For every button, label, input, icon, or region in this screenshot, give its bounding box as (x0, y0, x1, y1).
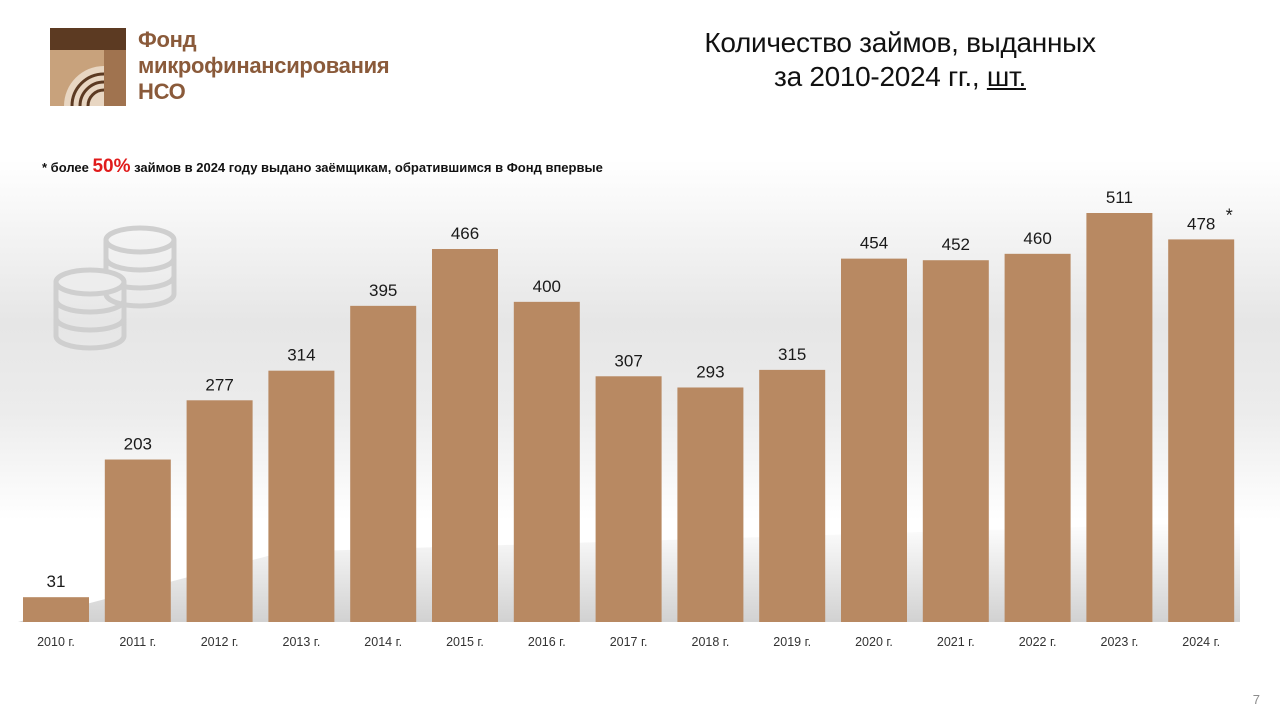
data-label-6: 400 (533, 277, 561, 296)
bar-7 (595, 376, 662, 622)
page-number: 7 (1252, 692, 1260, 707)
organization-name: Фонд микрофинансирования НСО (138, 27, 390, 105)
bar-1 (104, 459, 171, 622)
data-label-3: 314 (287, 346, 315, 365)
x-tick-label-1: 2011 г. (119, 635, 156, 649)
bar-10 (841, 258, 907, 622)
data-label-14: 478 (1187, 214, 1215, 233)
annotation-asterisk-0: * (1226, 205, 1233, 225)
x-tick-label-11: 2021 г. (937, 635, 975, 649)
footnote-highlight: 50% (92, 156, 131, 177)
data-label-10: 454 (860, 234, 888, 253)
bar-8 (677, 387, 744, 622)
x-tick-label-0: 2010 г. (37, 635, 75, 649)
data-label-2: 277 (205, 375, 233, 394)
bar-13 (1086, 213, 1153, 622)
data-label-1: 203 (124, 435, 152, 454)
bar-14 (1168, 239, 1235, 623)
x-tick-label-14: 2024 г. (1182, 635, 1220, 649)
data-label-11: 452 (942, 235, 970, 254)
x-tick-label-3: 2013 г. (283, 635, 321, 649)
x-tick-label-5: 2015 г. (446, 635, 484, 649)
x-tick-label-9: 2019 г. (773, 635, 811, 649)
footnote-prefix: * более (42, 160, 93, 175)
fund-logo-icon (50, 28, 126, 106)
data-label-13: 511 (1106, 188, 1133, 207)
bar-11 (922, 260, 989, 622)
bar-5 (432, 249, 498, 622)
x-tick-label-4: 2014 г. (364, 635, 402, 649)
data-label-4: 395 (369, 281, 397, 300)
data-label-9: 315 (778, 345, 806, 364)
bar-12 (1004, 253, 1071, 623)
bar-chart: 31 2010 г. 203 2011 г. 277 2012 г. 314 2013 г. 3… (18, 188, 1240, 649)
bar-6 (513, 301, 580, 622)
page-title: Количество займов, выданных за 2010-2024… (640, 26, 1160, 94)
data-label-7: 307 (614, 351, 642, 370)
title-line2: за 2010-2024 гг., шт. (640, 60, 1160, 94)
data-label-8: 293 (696, 362, 724, 381)
title-line2-prefix: за 2010-2024 гг., (774, 61, 987, 92)
bar-3 (268, 370, 335, 622)
x-tick-label-12: 2022 г. (1019, 635, 1057, 649)
org-name-line2: микрофинансирования (138, 53, 390, 78)
org-name-line3: НСО (138, 79, 186, 104)
footnote-suffix: займов в 2024 году выдано заёмщикам, обр… (130, 160, 603, 175)
title-line1: Количество займов, выданных (704, 27, 1096, 58)
org-name-line1: Фонд (138, 27, 197, 52)
x-tick-label-8: 2018 г. (692, 635, 730, 649)
bar-0 (23, 597, 89, 622)
x-tick-label-10: 2020 г. (855, 635, 893, 649)
x-tick-label-6: 2016 г. (528, 635, 566, 649)
x-tick-label-13: 2023 г. (1101, 635, 1139, 649)
data-label-5: 466 (451, 224, 479, 243)
bar-4 (350, 305, 417, 622)
x-tick-label-7: 2017 г. (610, 635, 648, 649)
bar-9 (759, 369, 826, 622)
footnote: * более 50% займов в 2024 году выдано за… (42, 156, 603, 178)
title-unit: шт. (986, 61, 1026, 92)
coins-icon (53, 225, 177, 351)
data-label-12: 460 (1023, 229, 1051, 248)
bar-2 (186, 400, 253, 622)
x-tick-label-2: 2012 г. (201, 635, 239, 649)
data-label-0: 31 (47, 572, 66, 591)
